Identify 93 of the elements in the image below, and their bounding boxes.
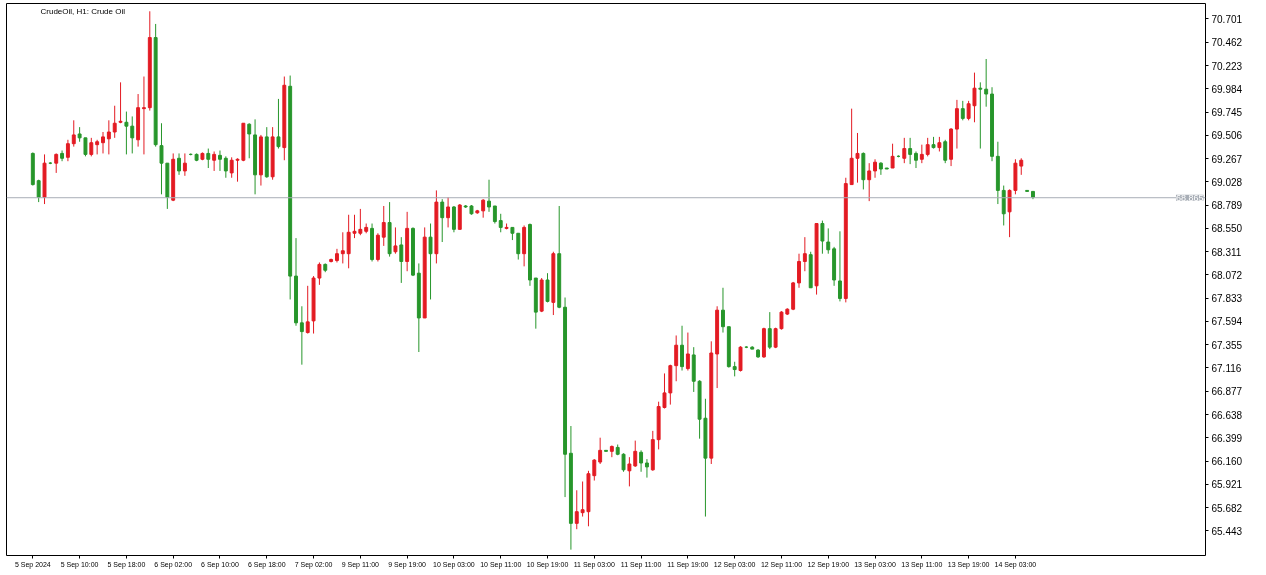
candlestick [984,58,989,108]
candlestick [1001,185,1006,226]
candlestick [229,156,234,179]
candlestick [855,132,860,184]
candlestick [925,137,930,157]
candlestick [820,220,825,255]
candlestick [919,144,924,164]
candlestick [767,311,772,350]
candlestick [446,196,451,228]
y-tick-label: 67.116 [1211,363,1242,374]
y-tick-label: 67.594 [1211,316,1243,328]
candlestick [299,305,304,366]
candlestick [159,122,164,195]
candlestick [873,158,878,179]
y-tick-label: 69.506 [1211,130,1243,142]
candlestick [223,155,228,179]
chart-title: CrudeOil, H1: Crude Oil [40,6,126,16]
y-tick-label: 66.638 [1211,409,1243,421]
candlestick [130,115,135,154]
candlestick [978,81,983,150]
y-tick-label: 66.399 [1211,432,1243,444]
candlestick [721,287,725,334]
candlestick [674,334,679,382]
y-tick-label: 68.072 [1211,269,1243,281]
candlestick [206,148,211,169]
candlestick [212,150,217,172]
candlestick [890,143,895,169]
candlestick [826,227,831,255]
candlestick [943,139,948,164]
candlestick [141,76,146,155]
candlestick [399,236,404,284]
candlestick [65,139,70,162]
candlestick [101,131,105,154]
candlestick [878,161,883,176]
candlestick [106,119,111,155]
candlestick [738,345,743,372]
candlestick [598,437,603,465]
candlestick [545,272,550,303]
candlestick [305,285,310,335]
candlestick [451,205,456,233]
candlestick [802,236,807,272]
y-tick-label: 70.701 [1211,13,1243,25]
y-tick-label: 69.028 [1211,176,1243,188]
candlestick [182,152,187,177]
y-tick-label: 67.833 [1211,293,1243,305]
candlestick [797,253,801,289]
y-tick-label: 65.921 [1211,479,1243,491]
candlestick [381,205,386,247]
candlestick [340,231,345,264]
candlestick [118,81,123,124]
candlestick [516,232,521,261]
candlestick [177,152,181,176]
candlestick [960,100,965,121]
candlestick [83,137,88,157]
y-tick-label: 70.462 [1211,37,1243,49]
y-tick-label: 67.355 [1211,339,1243,351]
candlestick [317,261,322,286]
y-tick-label: 65.682 [1211,502,1243,514]
candlestick [481,198,486,219]
candlestick [54,152,59,174]
candlestick [639,449,644,473]
candlestick [685,332,690,372]
candlestick [393,226,398,255]
y-tick-label: 66.160 [1211,456,1243,468]
candlestick [124,111,129,155]
y-tick-label: 68.789 [1211,200,1243,212]
candlestick [440,198,445,243]
candlestick [902,137,907,164]
candlestick [247,122,252,159]
y-tick-label: 70.223 [1211,60,1243,72]
candlestick [112,105,117,139]
candlestick [867,162,872,202]
candlestick [680,325,684,372]
candlestick [218,150,222,172]
y-tick-label: 66.877 [1211,386,1243,398]
candlestick [71,119,76,148]
candlestick [954,99,959,150]
candlestick [487,179,491,213]
candlestick [428,223,433,300]
candlestick [914,150,918,169]
y-tick-label: 69.984 [1211,83,1243,95]
candlestick [644,458,649,479]
candlestick [89,137,94,157]
candlestick [908,137,913,165]
candlestick [837,230,842,302]
y-tick-label: 68.311 [1211,246,1242,258]
y-tick-label: 68.550 [1211,223,1243,235]
candlestick [276,98,281,150]
y-tick-label: 69.267 [1211,153,1243,165]
candlestick [498,213,503,233]
y-tick-label: 65.443 [1211,525,1243,537]
y-tick-label: 69.745 [1211,107,1243,119]
ref-line-label: 68.865 [1175,192,1204,203]
